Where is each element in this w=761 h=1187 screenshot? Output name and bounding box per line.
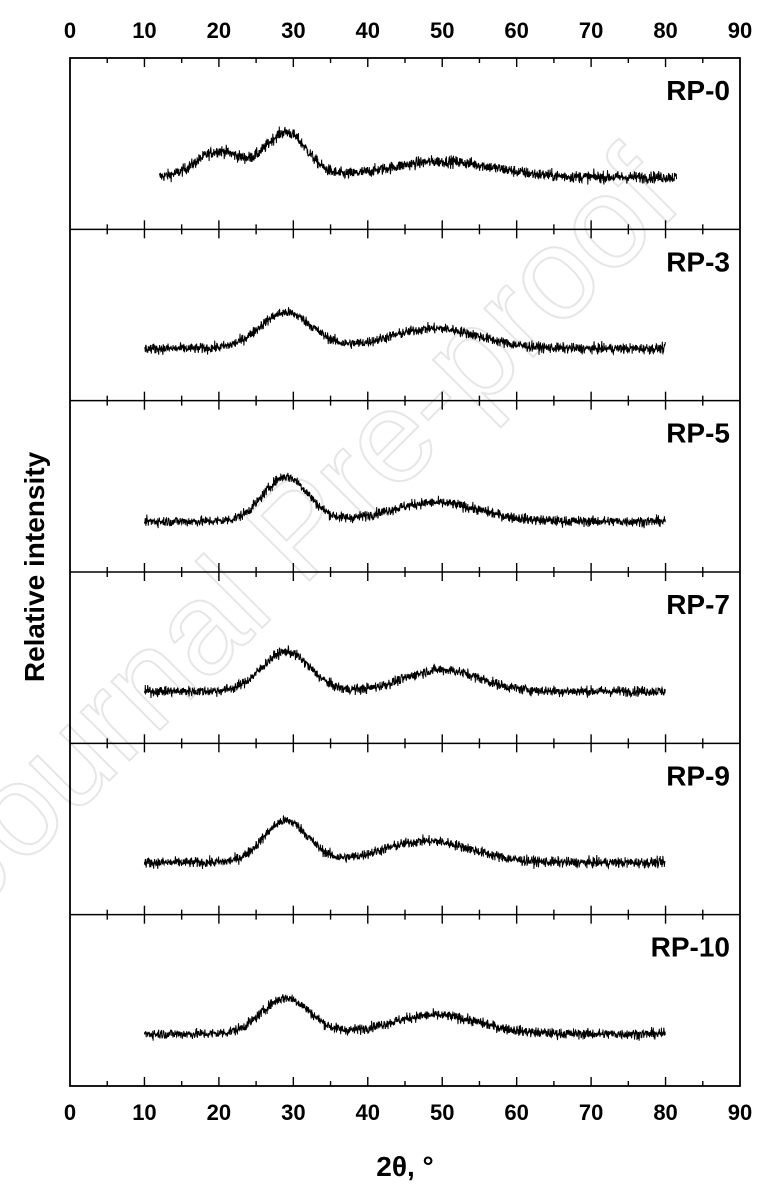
panel-label: RP-0 <box>666 75 730 106</box>
x-tick-label-bottom: 50 <box>430 1100 454 1125</box>
xrd-pattern-rp-10 <box>143 994 666 1041</box>
x-tick-label-bottom: 20 <box>207 1100 231 1125</box>
x-tick-label-top: 90 <box>728 18 752 43</box>
x-tick-label-top: 10 <box>132 18 156 43</box>
x-tick-label-bottom: 60 <box>504 1100 528 1125</box>
panel-label: RP-7 <box>666 589 730 620</box>
x-tick-label-top: 20 <box>207 18 231 43</box>
xrd-pattern-rp-7 <box>143 645 666 699</box>
x-tick-label-bottom: 90 <box>728 1100 752 1125</box>
panel-label: RP-3 <box>666 246 730 277</box>
x-tick-label-bottom: 70 <box>579 1100 603 1125</box>
xrd-pattern-rp-5 <box>143 472 666 529</box>
x-tick-label-bottom: 30 <box>281 1100 305 1125</box>
x-tick-label-top: 80 <box>653 18 677 43</box>
x-tick-label-top: 0 <box>64 18 76 43</box>
x-tick-label-bottom: 40 <box>356 1100 380 1125</box>
x-tick-label-top: 30 <box>281 18 305 43</box>
x-tick-label-bottom: 10 <box>132 1100 156 1125</box>
panel-label: RP-5 <box>666 418 730 449</box>
x-tick-label-top: 40 <box>356 18 380 43</box>
x-tick-label-top: 60 <box>504 18 528 43</box>
x-tick-label-top: 50 <box>430 18 454 43</box>
x-axis-label: 2θ, ° <box>376 1151 433 1182</box>
xrd-pattern-rp-3 <box>144 307 666 356</box>
y-axis-label: Relative intensity <box>19 451 50 682</box>
xrd-pattern-rp-9 <box>143 815 666 870</box>
xrd-pattern-rp-0 <box>158 126 678 185</box>
panel-label: RP-10 <box>651 932 730 963</box>
x-tick-label-bottom: 80 <box>653 1100 677 1125</box>
x-tick-label-top: 70 <box>579 18 603 43</box>
x-tick-label-bottom: 0 <box>64 1100 76 1125</box>
watermark: Journal Pre-proof <box>0 121 706 935</box>
panel-label: RP-9 <box>666 760 730 791</box>
